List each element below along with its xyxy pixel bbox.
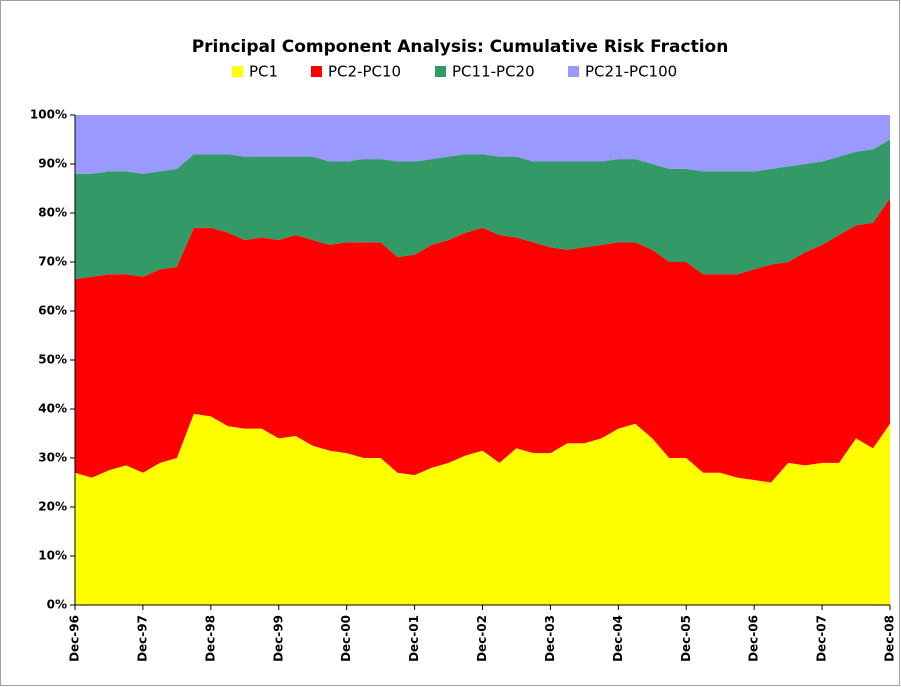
legend-label: PC1: [249, 63, 278, 81]
legend-swatch: [311, 66, 322, 77]
x-tick-label: Dec-08: [883, 615, 897, 662]
legend-label: PC2-PC10: [328, 63, 401, 81]
y-tick-label: 70%: [38, 255, 67, 269]
chart-title: Principal Component Analysis: Cumulative…: [192, 37, 729, 57]
y-tick-label: 90%: [38, 157, 67, 171]
area: [75, 139, 890, 280]
x-tick-label: Dec-98: [203, 615, 217, 662]
x-tick-label: Dec-05: [679, 615, 693, 662]
x-tick-label: Dec-99: [271, 615, 285, 662]
x-tick-label: Dec-00: [339, 615, 353, 662]
area: [75, 115, 890, 174]
legend-swatch: [232, 66, 243, 77]
y-tick-label: 30%: [38, 451, 67, 465]
x-tick-label: Dec-96: [68, 615, 82, 662]
y-tick-label: 10%: [38, 549, 67, 563]
area: [75, 198, 890, 483]
legend-label: PC21-PC100: [585, 63, 677, 81]
y-tick-label: 40%: [38, 402, 67, 416]
legend-swatch: [435, 66, 446, 77]
x-tick-label: Dec-07: [815, 615, 829, 662]
legend-swatch: [568, 66, 579, 77]
y-tick-label: 50%: [38, 353, 67, 367]
x-tick-label: Dec-04: [611, 615, 625, 662]
area: [75, 413, 890, 605]
y-tick-label: 60%: [38, 304, 67, 318]
x-tick-label: Dec-06: [747, 615, 761, 662]
x-tick-label: Dec-97: [135, 615, 149, 662]
y-tick-label: 20%: [38, 500, 67, 514]
y-tick-label: 80%: [38, 206, 67, 220]
x-tick-label: Dec-01: [407, 615, 421, 662]
x-tick-label: Dec-02: [475, 615, 489, 662]
y-tick-label: 0%: [47, 598, 67, 612]
legend-label: PC11-PC20: [452, 63, 535, 81]
y-tick-label: 100%: [30, 108, 67, 122]
x-tick-label: Dec-03: [543, 615, 557, 662]
